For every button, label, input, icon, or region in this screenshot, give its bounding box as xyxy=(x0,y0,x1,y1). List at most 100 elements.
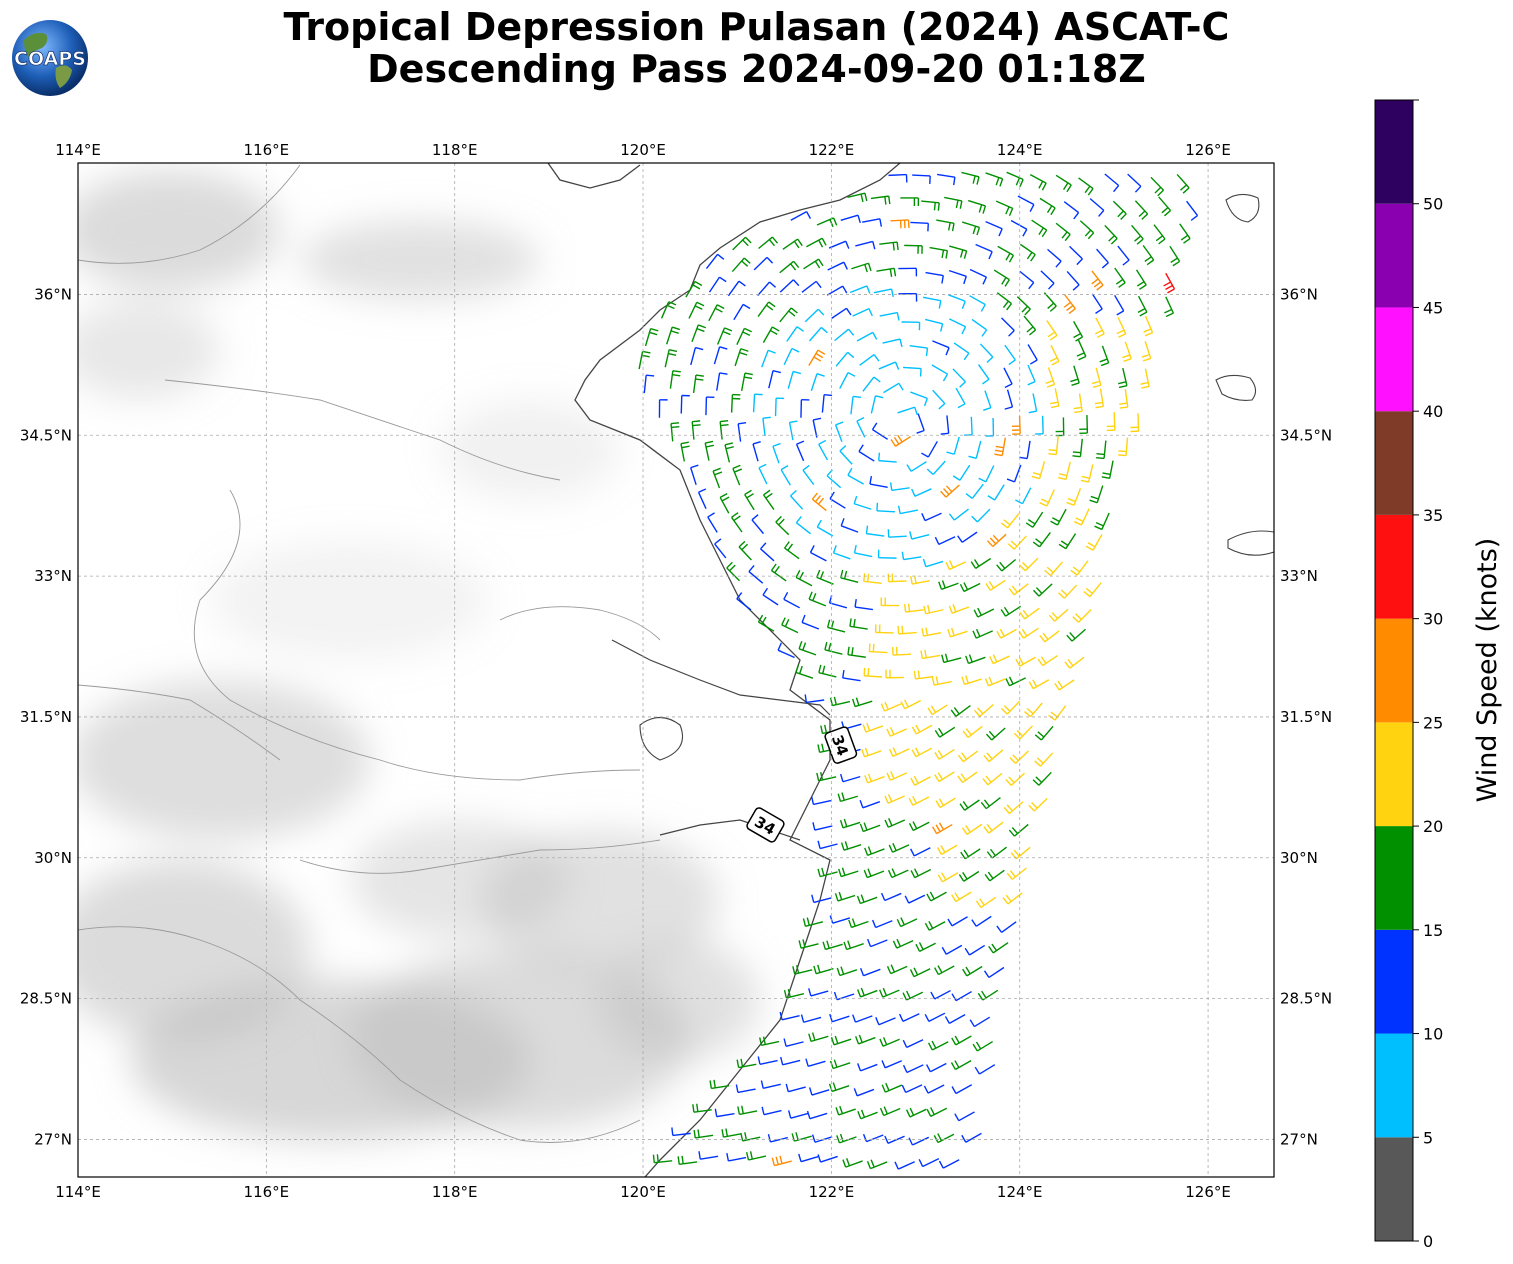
wind-barb xyxy=(929,246,949,259)
wind-barb xyxy=(921,627,942,637)
wind-barb xyxy=(950,705,971,717)
wind-barb xyxy=(680,394,690,414)
wind-barb xyxy=(916,413,925,434)
wind-barb xyxy=(910,575,930,585)
wind-barb xyxy=(785,1083,806,1093)
wind-barb xyxy=(865,525,885,537)
wind-barb xyxy=(955,387,966,409)
wind-barb xyxy=(831,307,852,319)
wind-barb xyxy=(996,292,1013,311)
wind-barb xyxy=(849,618,868,630)
wind-barb xyxy=(791,1132,812,1142)
wind-barb xyxy=(995,200,1014,217)
wind-barb xyxy=(853,1088,875,1097)
wind-barb xyxy=(857,987,878,998)
wind-barb xyxy=(697,488,707,509)
wind-barb xyxy=(965,483,984,500)
wind-barb xyxy=(1000,513,1020,529)
wind-barb xyxy=(1070,560,1089,576)
wind-barb xyxy=(902,990,924,1001)
wind-barb xyxy=(875,1017,896,1026)
wind-barb xyxy=(1029,174,1047,191)
wind-barb xyxy=(904,894,926,904)
wind-barb xyxy=(934,771,955,783)
wind-barb xyxy=(933,965,955,976)
wind-barb xyxy=(1006,867,1027,880)
wind-barb xyxy=(994,437,1006,457)
wind-barb xyxy=(730,512,743,533)
wind-barb xyxy=(996,558,1017,572)
wind-barb xyxy=(880,892,902,902)
wind-barb xyxy=(1019,440,1031,460)
wind-barb xyxy=(801,614,820,630)
wind-barb xyxy=(1119,389,1129,409)
coastline-north xyxy=(547,163,641,189)
colorbar: 0 5 10 15 20 25 30 35 40 45 50 xyxy=(1374,99,1443,1251)
wind-barb xyxy=(957,750,979,763)
wind-barb xyxy=(854,598,874,611)
wind-barb xyxy=(889,482,910,492)
wind-barb xyxy=(808,988,829,997)
wind-barb xyxy=(1040,270,1055,290)
lon-tick-label-top: 116°E xyxy=(244,141,290,159)
map-frame xyxy=(77,162,1275,1178)
wind-barb xyxy=(771,1155,792,1167)
wind-barb xyxy=(803,258,824,270)
wind-barb xyxy=(795,515,811,535)
wind-barb xyxy=(886,771,908,781)
wind-barb xyxy=(1004,344,1016,366)
wind-barb xyxy=(1015,487,1032,505)
wind-barb xyxy=(931,364,949,382)
wind-barb xyxy=(644,327,659,347)
wind-barb xyxy=(986,846,1007,859)
wind-barb xyxy=(977,364,990,385)
wind-barb xyxy=(971,318,988,337)
lat-tick-label-right: 34.5°N xyxy=(1280,426,1332,444)
wind-barb xyxy=(935,797,956,809)
wind-barb xyxy=(1140,368,1150,389)
wind-barb xyxy=(923,604,944,615)
wind-barb xyxy=(948,294,966,309)
logo-text: COAPS xyxy=(14,48,86,70)
wind-barb xyxy=(884,794,905,804)
wind-barb xyxy=(883,382,904,394)
wind-barb xyxy=(985,727,1006,741)
wind-barb xyxy=(903,366,922,377)
lat-tick-label-right: 27°N xyxy=(1280,1130,1318,1148)
wind-barb xyxy=(936,173,956,186)
sea-area xyxy=(575,163,1274,1177)
wind-barb xyxy=(802,917,824,927)
wind-barb xyxy=(757,281,777,297)
wind-barb xyxy=(924,318,944,332)
wind-barb xyxy=(691,324,707,343)
wind-barb xyxy=(1007,535,1027,550)
wind-barb xyxy=(1005,772,1026,786)
wind-barb xyxy=(1073,508,1090,526)
wind-barb xyxy=(740,372,753,391)
wind-barb xyxy=(817,1154,838,1163)
wind-barb xyxy=(1096,248,1109,269)
wind-barb xyxy=(923,1084,945,1094)
wind-barb xyxy=(835,351,855,367)
wind-barb xyxy=(892,938,914,949)
wind-barb xyxy=(808,591,827,607)
wind-barb xyxy=(792,965,813,975)
wind-barb xyxy=(1066,488,1082,506)
wind-barb xyxy=(818,664,837,678)
wind-barb xyxy=(921,441,938,458)
wind-barb xyxy=(1127,173,1142,193)
wind-barb xyxy=(1050,508,1067,526)
wind-barb xyxy=(857,1109,878,1120)
wind-barb xyxy=(770,563,787,582)
wind-barb xyxy=(863,868,885,879)
wind-barb xyxy=(775,515,790,536)
wind-barb xyxy=(910,847,931,857)
wind-barb xyxy=(1031,219,1048,238)
wind-barb xyxy=(985,417,995,437)
wind-barb xyxy=(817,867,838,878)
colorbar-bin xyxy=(1375,826,1413,930)
wind-barb xyxy=(946,436,960,455)
lat-tick-label-left: 30°N xyxy=(34,849,72,867)
wind-barb xyxy=(1010,219,1028,237)
wind-barb xyxy=(704,440,715,461)
